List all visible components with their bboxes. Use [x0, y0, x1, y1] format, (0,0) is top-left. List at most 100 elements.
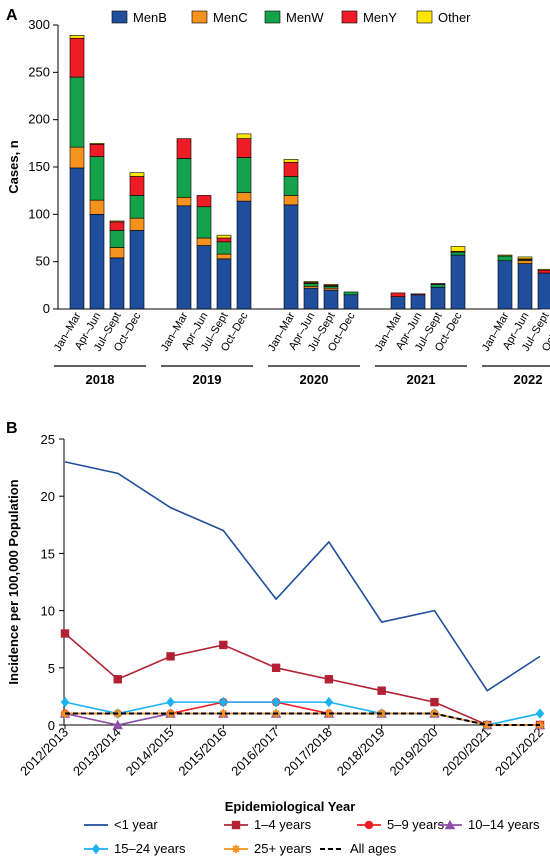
legend-swatch	[416, 10, 433, 24]
bar-segment	[129, 217, 145, 231]
marker-diamond	[271, 696, 281, 708]
series-line	[64, 712, 540, 726]
y-tick-label: 200	[28, 112, 50, 127]
bar-segment	[176, 158, 192, 198]
marker-diamond	[166, 696, 175, 708]
legend-label: 15–24 years	[114, 841, 186, 856]
y-tick-label: 300	[28, 17, 50, 32]
marker-triangle	[112, 719, 123, 730]
bar-segment	[69, 37, 85, 78]
marker-circle	[364, 820, 374, 830]
marker-square	[60, 629, 70, 638]
bar-segment	[517, 260, 533, 264]
y-tick-label: 0	[48, 718, 55, 733]
bar-segment	[430, 284, 446, 288]
bar-segment	[410, 293, 426, 296]
legend-label: MenC	[213, 10, 248, 25]
y-tick-label: 250	[28, 64, 50, 79]
year-label: 2020	[300, 372, 329, 387]
bar-segment	[216, 253, 232, 260]
legend-label: MenB	[133, 10, 167, 25]
panel-b-label: B	[6, 420, 18, 437]
y-tick-label: 25	[41, 432, 55, 447]
bar-segment	[497, 254, 513, 257]
bar-segment	[537, 272, 550, 310]
x-tick-label: 2014/2015	[123, 725, 177, 779]
panel-b-chart: B 0 5 10 15 20 25 Incidence per 100,000 Populat…	[6, 420, 546, 856]
bar-segment	[517, 256, 533, 260]
bar-segment	[283, 204, 299, 310]
x-tick-label: 2017/2018	[281, 725, 335, 779]
bar-segment	[430, 286, 446, 310]
star-stroke	[325, 709, 333, 718]
bar-segment	[89, 143, 105, 145]
bar-segment	[303, 287, 319, 310]
series-line	[65, 712, 540, 726]
bar-segment	[129, 230, 145, 310]
bar-segment	[430, 283, 446, 285]
bar-segment	[390, 296, 406, 310]
marker-square	[377, 686, 386, 695]
bar-segment	[323, 284, 339, 286]
bar-segment	[216, 241, 232, 255]
bar-segment	[109, 230, 125, 248]
series-6	[65, 712, 540, 726]
y-axis-title: Incidence per 100,000 Population	[6, 479, 21, 684]
bar-segment	[196, 206, 212, 239]
year-label: 2019	[193, 372, 222, 387]
y-tick-label: 10	[41, 604, 55, 619]
marker-diamond	[324, 696, 334, 708]
series-line	[64, 632, 540, 726]
bar-segment	[196, 195, 212, 208]
bar-segment	[497, 255, 513, 262]
y-tick-label: 15	[41, 546, 55, 561]
series-line	[64, 461, 541, 692]
bar-segment	[410, 294, 426, 310]
legend-label: 5–9 years	[387, 817, 445, 832]
legend-label: All ages	[350, 841, 397, 856]
bar-segment	[216, 237, 232, 243]
x-axis-title: Epidemiological Year	[225, 799, 356, 814]
legend-swatch	[111, 10, 128, 24]
bar-segment	[69, 35, 85, 39]
y-axis-title: Cases, n	[6, 140, 21, 194]
bar-segment	[236, 200, 252, 310]
y-tick-label: 5	[48, 661, 55, 676]
bar-segment	[283, 161, 299, 177]
bar-segment	[236, 133, 252, 139]
y-tick-label: 150	[28, 159, 50, 174]
marker-square	[271, 663, 281, 672]
marker-square	[324, 675, 334, 684]
bar-segment	[89, 199, 105, 215]
series-line	[65, 712, 540, 726]
legend-b: <1 year 1–4 years 5–9 years 10–14 years 15–2…	[84, 817, 540, 856]
bar-segment	[129, 172, 145, 177]
year-label: 2018	[86, 372, 115, 387]
legend-swatch	[264, 10, 281, 24]
year-label: 2022	[514, 372, 543, 387]
bar-segment	[69, 76, 85, 148]
legend-label: MenY	[363, 10, 397, 25]
bar-segment	[176, 196, 192, 207]
marker-diamond	[60, 696, 70, 708]
bar-segment	[69, 167, 85, 310]
bar-segment	[236, 157, 252, 193]
bar-segment	[303, 283, 319, 287]
bar-segment	[323, 289, 339, 310]
bar-segment	[236, 138, 252, 158]
bars	[69, 35, 550, 310]
legend-swatch	[191, 10, 208, 24]
bar-segment	[176, 205, 192, 310]
bar-segment	[89, 214, 105, 310]
bar-segment	[343, 291, 359, 296]
bar-segment	[283, 176, 299, 196]
bar-segment	[89, 143, 105, 157]
series-0	[64, 461, 541, 692]
bar-segment	[343, 294, 359, 310]
legend-label: 1–4 years	[254, 817, 312, 832]
x-tick-label: 2015/2016	[175, 725, 229, 779]
legend-label: MenW	[286, 10, 324, 25]
bar-segment	[196, 245, 212, 310]
bar-segment	[129, 176, 145, 196]
